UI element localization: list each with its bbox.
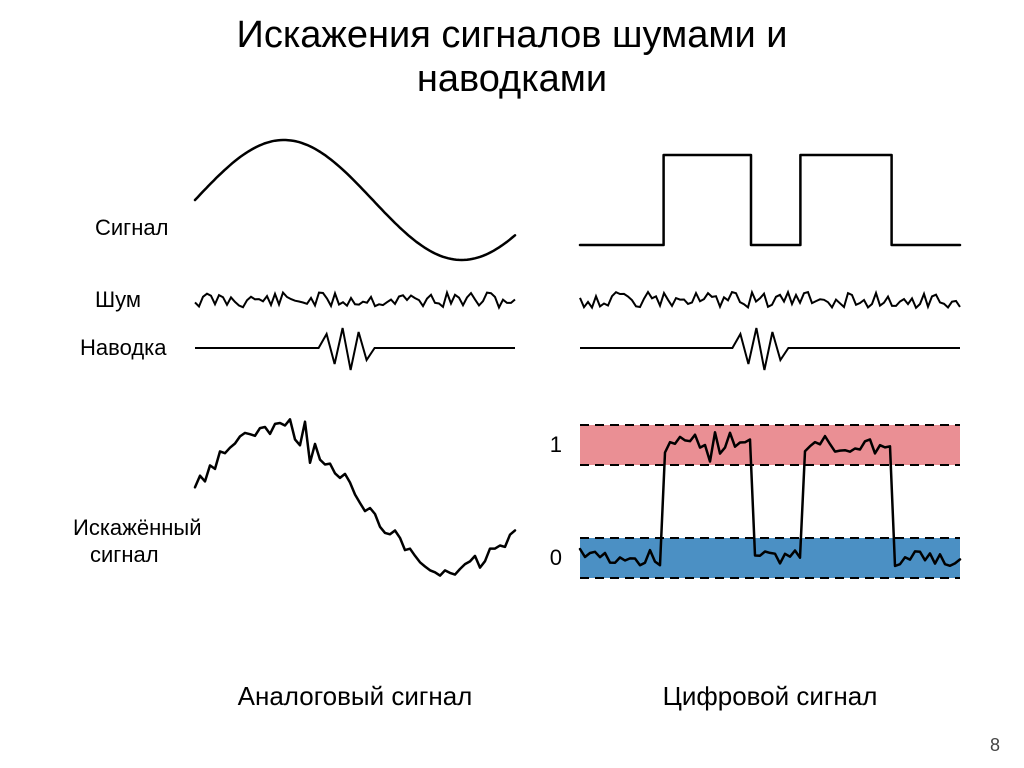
caption-analog: Аналоговый сигнал [238,681,473,711]
digital-noise [580,292,960,308]
label-noise: Шум [95,287,141,312]
label-signal: Сигнал [95,215,168,240]
diagram-svg: 1 0 Сигнал Шум Наводка Искажённыйсигнал Аналог… [0,0,1024,768]
label-distorted-2: сигнал [90,542,159,567]
digital-band-1 [580,425,960,465]
page-number: 8 [990,735,1000,756]
level-0-label: 0 [550,545,562,570]
label-distorted-1: Искажённый [73,515,202,540]
label-interference: Наводка [80,335,167,360]
digital-interference [580,328,960,370]
digital-clean-signal [580,155,960,245]
analog-clean-signal [195,140,515,260]
caption-digital: Цифровой сигнал [663,681,878,711]
level-1-label: 1 [550,432,562,457]
analog-distorted [195,419,515,575]
analog-noise [195,293,515,308]
analog-interference [195,328,515,370]
